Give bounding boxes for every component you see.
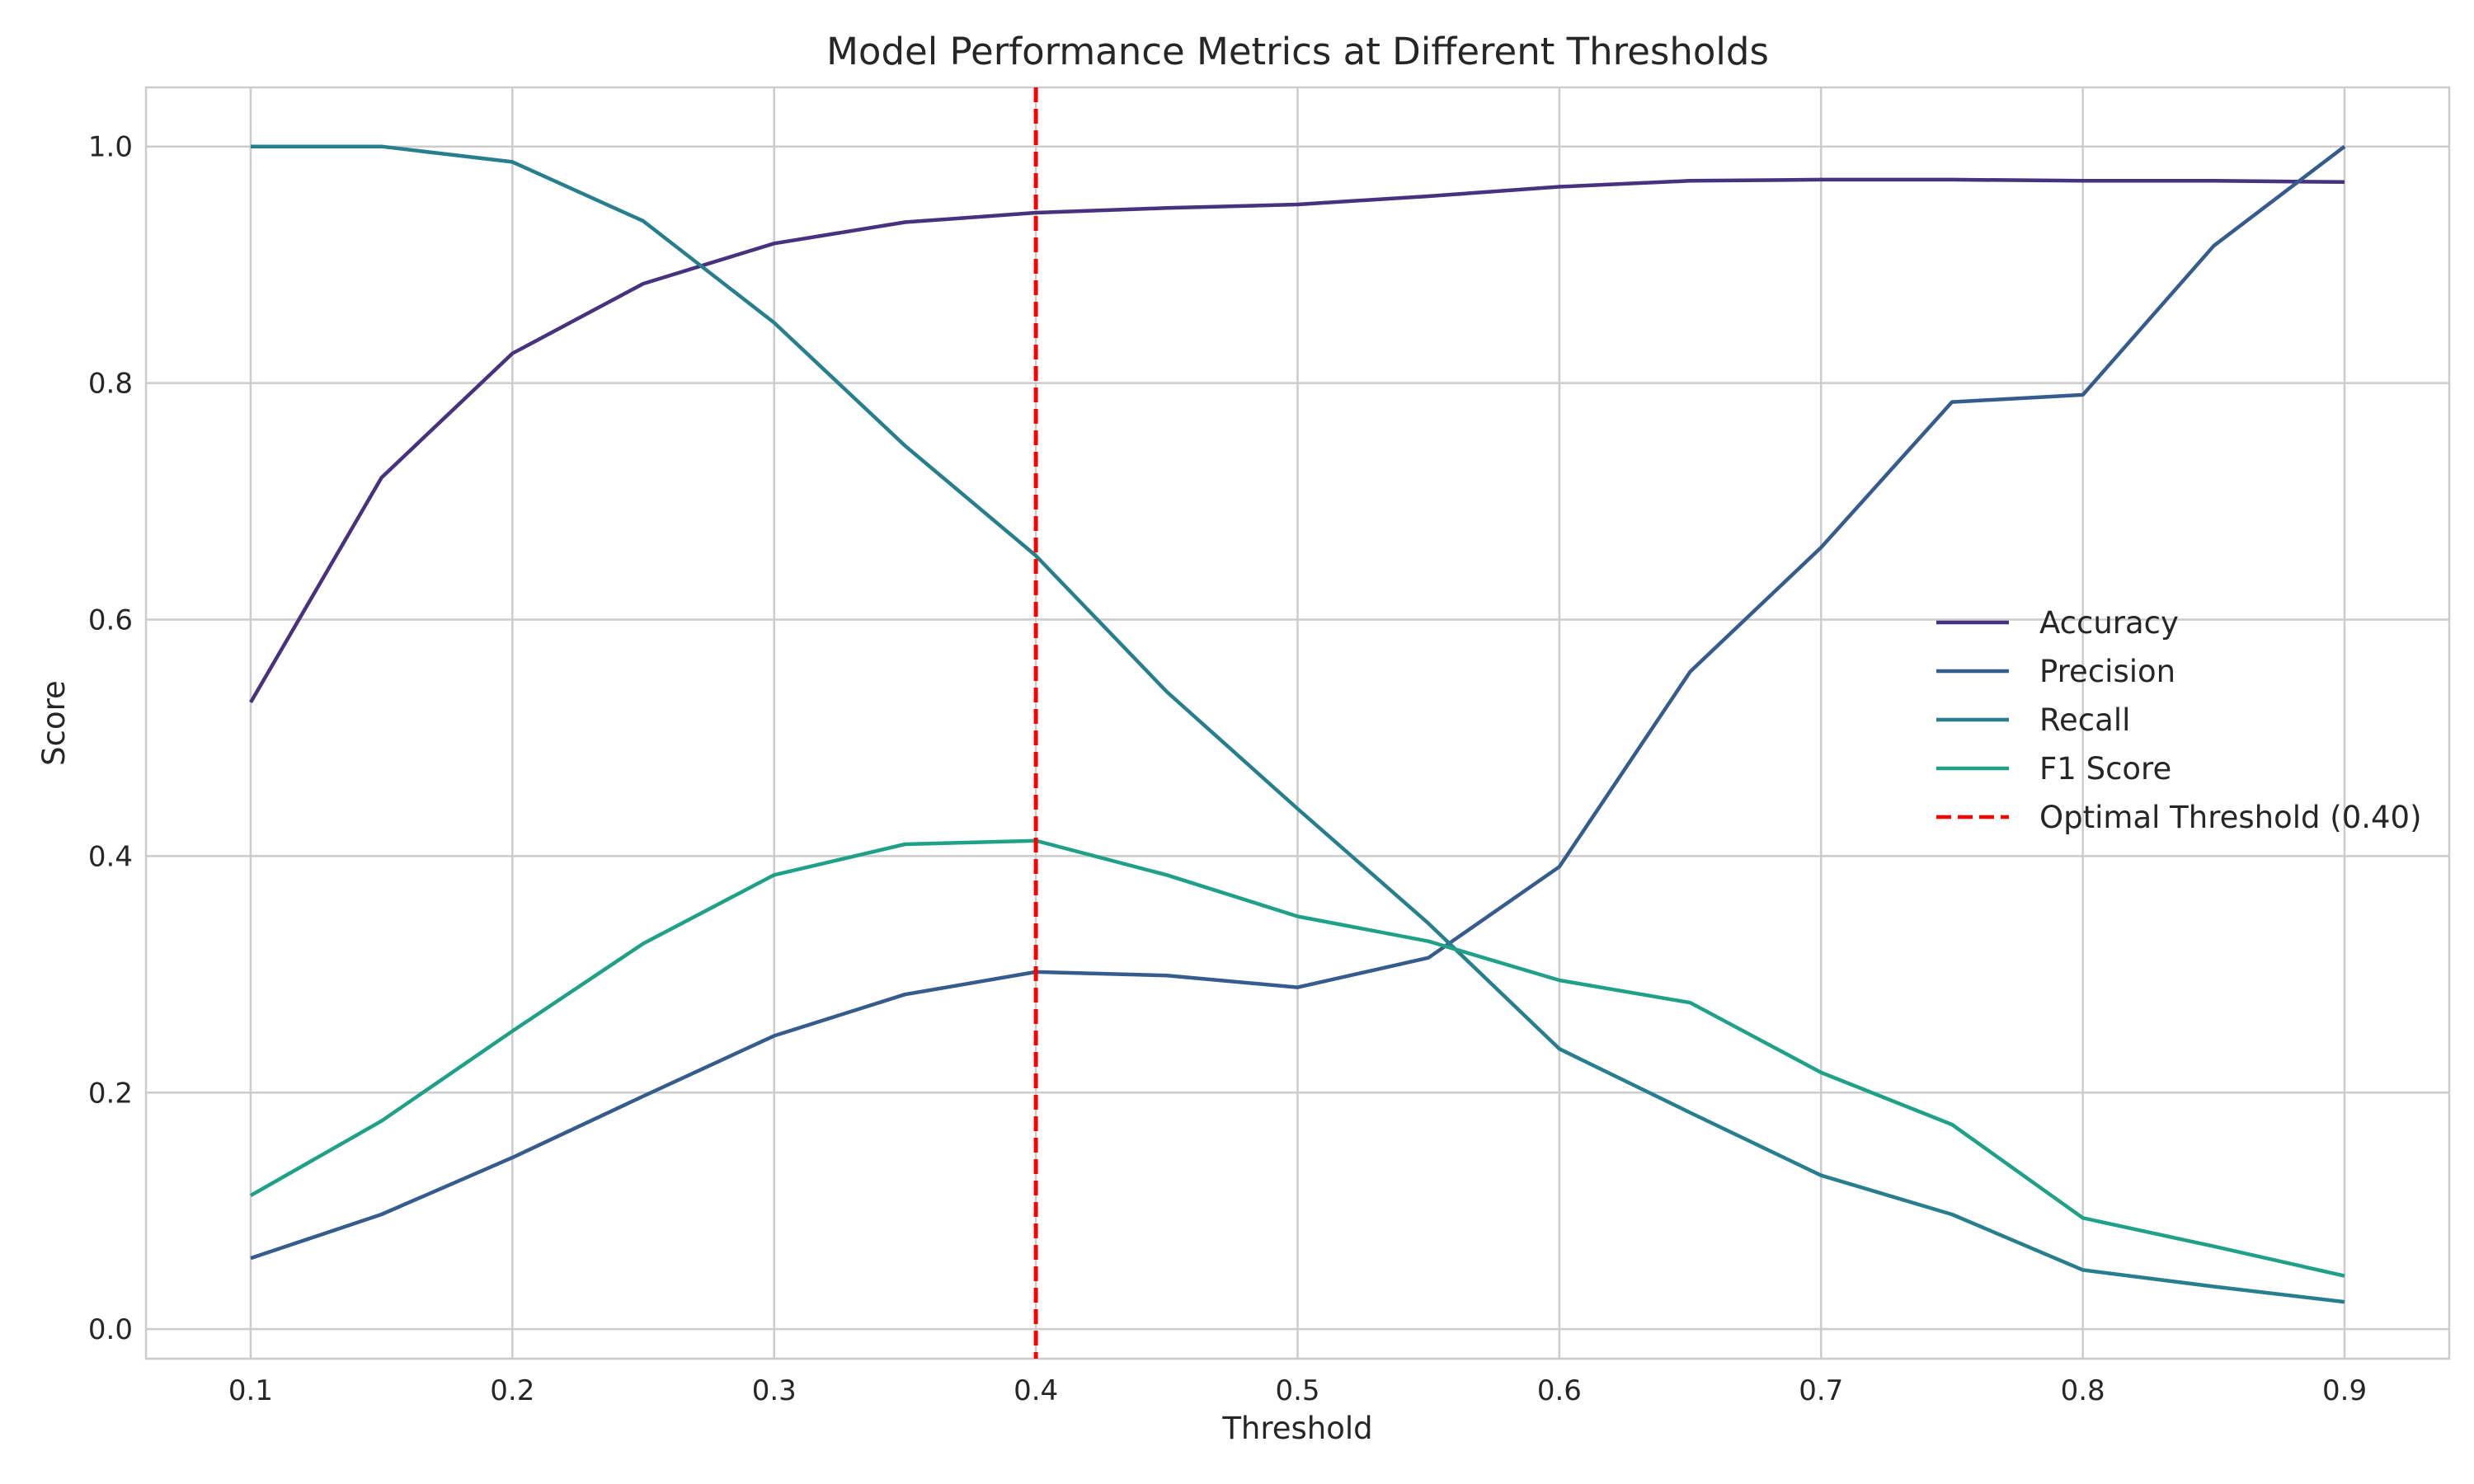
y-tick-label: 0.0 — [88, 1313, 133, 1346]
legend-label: Optimal Threshold (0.40) — [2039, 800, 2422, 835]
legend-label: Precision — [2039, 654, 2175, 689]
series-line-accuracy — [249, 177, 2345, 704]
plot-area-frame — [144, 86, 2451, 1360]
legend: Accuracy Precision Recall F1 Score Optimal T… — [1936, 605, 2422, 835]
x-tick-label: 0.6 — [1537, 1374, 1582, 1407]
series-line-precision — [250, 144, 2346, 1261]
x-tick-label: 0.9 — [2322, 1374, 2367, 1407]
x-tick-label: 0.3 — [752, 1374, 797, 1407]
x-tick-label: 0.8 — [2061, 1374, 2105, 1407]
y-tick-label: 0.4 — [88, 840, 133, 873]
y-tick-label: 1.0 — [88, 131, 133, 164]
x-tick-label: 0.5 — [1275, 1374, 1319, 1407]
x-tick-label: 0.1 — [228, 1374, 273, 1407]
x-axis-label: Threshold — [1221, 1411, 1372, 1446]
y-tick-label: 0.6 — [88, 603, 133, 636]
chart-title: Model Performance Metrics at Different T… — [826, 30, 1769, 73]
series-line-f1-score — [249, 838, 2345, 1278]
legend-label: Recall — [2039, 702, 2130, 738]
legend-label: Accuracy — [2039, 605, 2179, 641]
y-axis-ticks: 0.0 0.2 0.4 0.6 0.8 1.0 — [88, 131, 133, 1346]
y-tick-label: 0.8 — [88, 368, 133, 401]
legend-label: F1 Score — [2039, 751, 2171, 787]
series-line-recall — [251, 144, 2345, 1304]
x-tick-label: 0.2 — [490, 1374, 534, 1407]
x-tick-label: 0.4 — [1014, 1374, 1058, 1407]
x-axis-ticks: 0.1 0.2 0.3 0.4 0.5 0.6 0.7 0.8 0.9 — [228, 1374, 2367, 1407]
y-tick-label: 0.2 — [88, 1077, 133, 1110]
x-tick-label: 0.7 — [1799, 1374, 1843, 1407]
grid — [146, 87, 2449, 1359]
y-axis-label: Score — [36, 680, 72, 766]
series-lines — [249, 144, 2346, 1304]
